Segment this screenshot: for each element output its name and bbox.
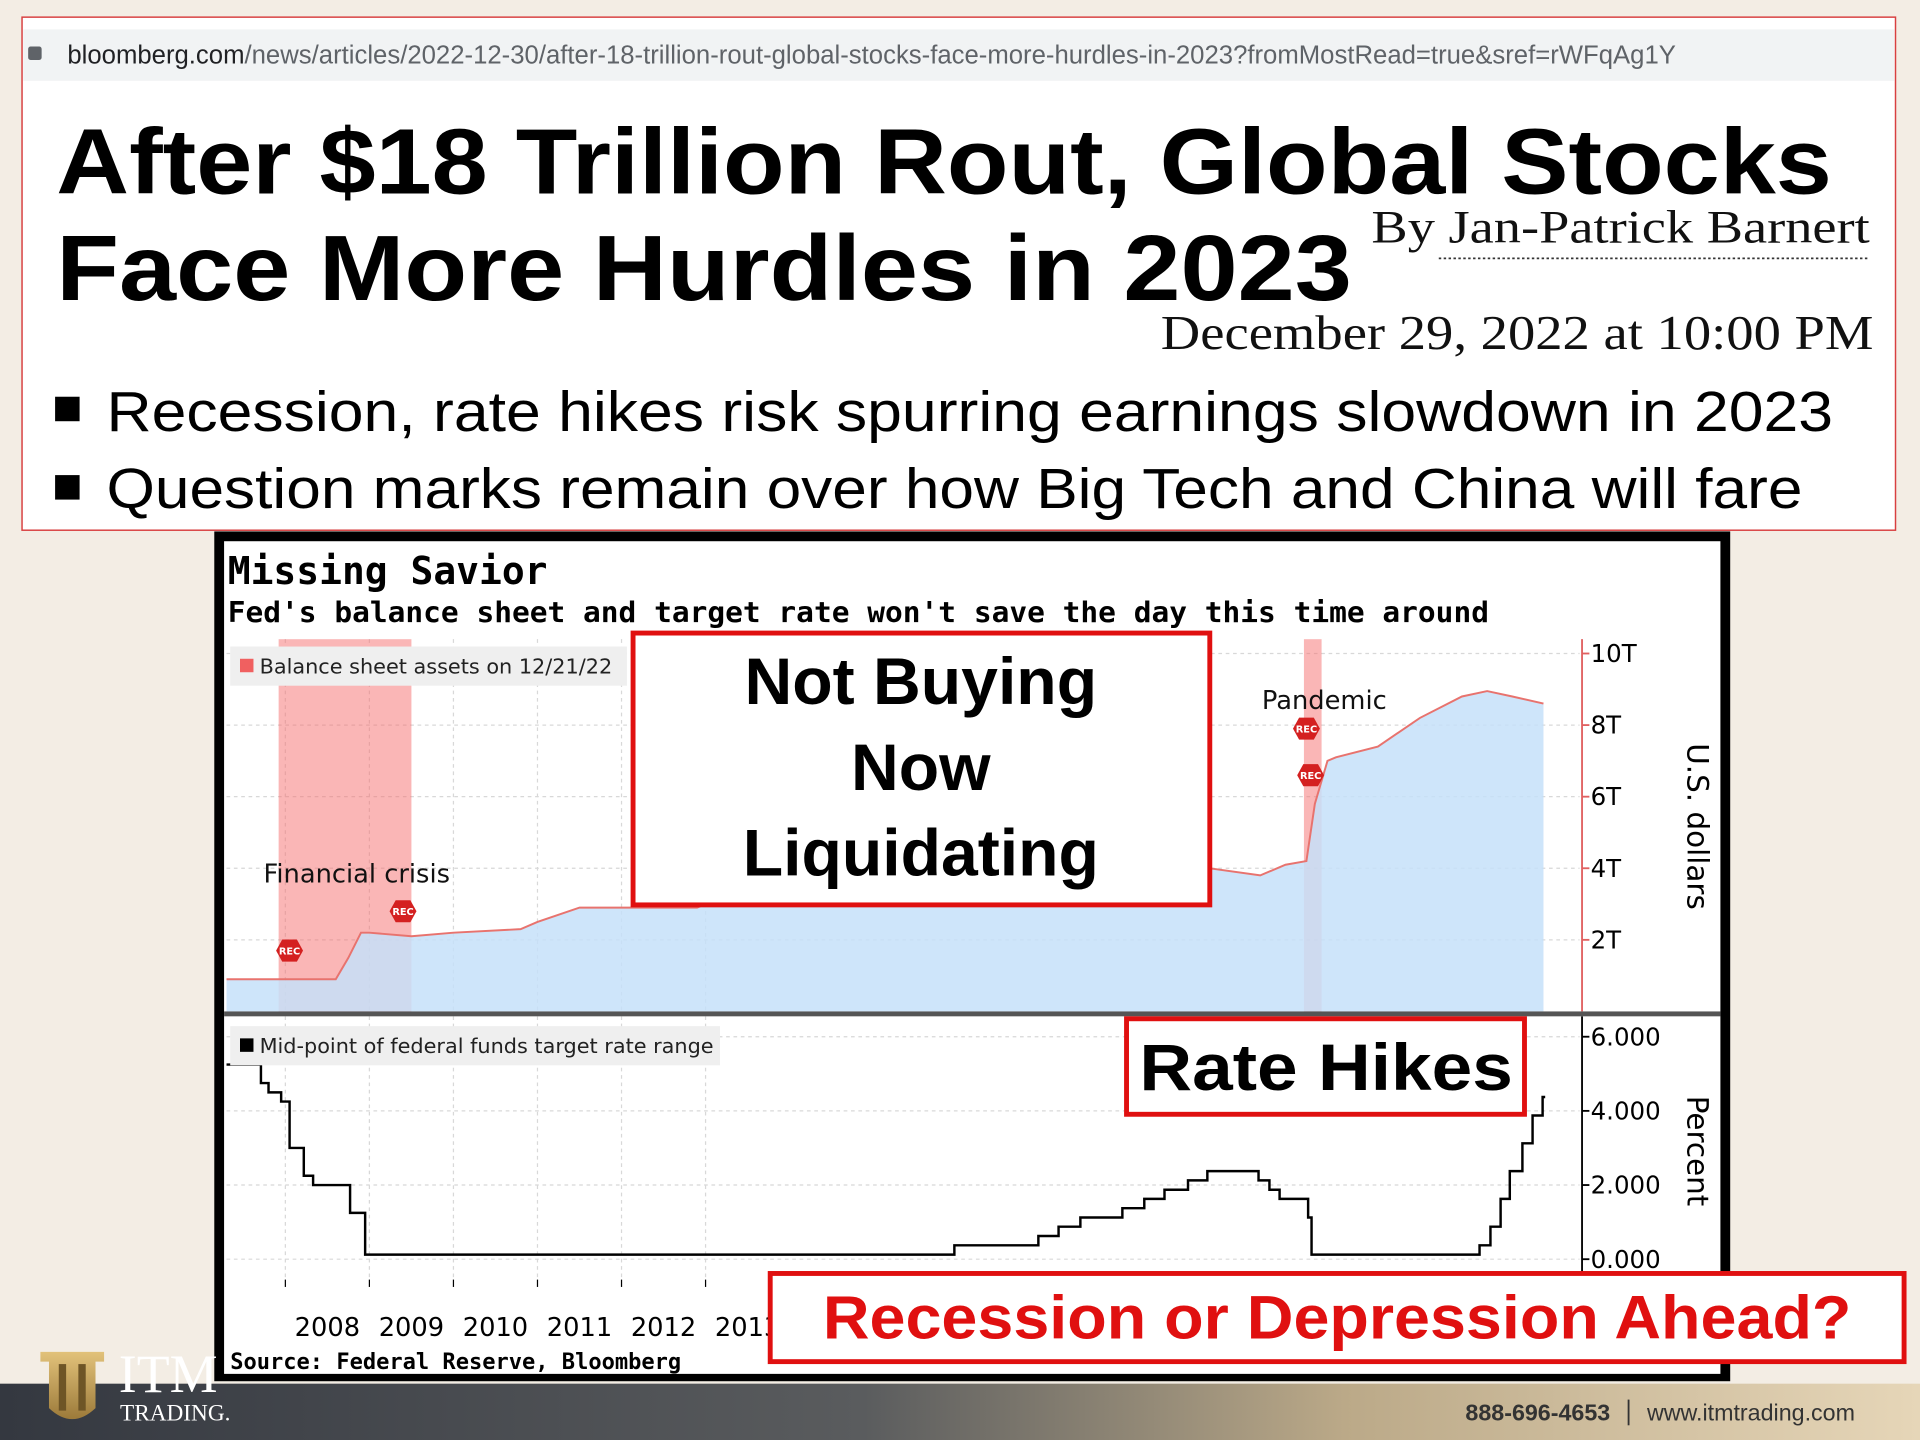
bullet: Question marks remain over how Big Tech … [107,457,1803,520]
y-axis-label: Percent [1680,1096,1714,1207]
y-tick-label: 2T [1591,925,1623,954]
logo-emblem-detail [78,1364,86,1411]
rec-marker [1292,717,1320,740]
x-tick-label: 2011 [547,1313,612,1343]
logo-name: ITM [119,1344,218,1404]
rec-marker-label: REC [1296,724,1317,735]
legend-box [230,1026,720,1066]
x-tick-label: 2009 [379,1313,444,1343]
y-axis-label: U.S. dollars [1680,743,1714,909]
callout-text: Now [851,731,991,805]
bullet-square [55,396,80,422]
line [226,1063,1546,1256]
annotation: Pandemic [1262,686,1387,716]
callout-box [630,630,1213,908]
url-path: /news/articles/2022-12-30/after-18-trill… [245,42,1676,70]
rec-marker [276,939,304,962]
y-tick-label: 4.000 [1591,1096,1661,1125]
panel-separator [224,1011,1721,1017]
annotation: Financial crisis [264,860,450,890]
bullet-square [55,475,80,500]
y-tick-label: 6.000 [1591,1022,1661,1051]
rec-marker [1297,764,1325,787]
url-bar [23,29,1895,81]
byline[interactable]: By Jan-Patrick Barnert [1371,202,1869,253]
legend-label: Mid-point of federal funds target rate r… [260,1034,714,1058]
callout-text: Recession or Depression Ahead? [823,1283,1852,1351]
lock-icon [28,46,42,60]
legend-label: Balance sheet assets on 12/21/22 [260,654,613,678]
url-domain: bloomberg.com [67,42,244,70]
callout-box [1124,1016,1527,1117]
y-tick-label: 6T [1591,782,1623,811]
y-tick-label: 10T [1591,639,1638,668]
x-tick-label: 2008 [295,1313,360,1343]
headline-line: After $18 Trillion Rout, Global Stocks [56,109,1832,213]
website[interactable]: www.itmtrading.com [1646,1399,1855,1425]
rec-marker-label: REC [279,946,300,957]
x-tick-label: 2012 [631,1313,696,1343]
y-tick-label: 4T [1591,854,1623,883]
legend-swatch [240,1038,254,1052]
logo-emblem [40,1351,105,1420]
legend-swatch [240,658,254,673]
y-tick-label: 0.000 [1591,1245,1661,1274]
footer-bar [0,1383,1920,1440]
url[interactable]: bloomberg.com/news/articles/2022-12-30/a… [67,42,1676,70]
source: Source: Federal Reserve, Bloomberg [230,1350,681,1375]
phone: 888-696-4653 [1465,1399,1610,1425]
chart-subtitle: Fed's balance sheet and target rate won'… [228,596,1489,629]
callout-text: Rate Hikes [1139,1031,1512,1105]
date: December 29, 2022 at 10:00 PM [1161,305,1874,360]
article-card [21,16,1897,531]
chart-title: Missing Savior [228,549,548,593]
callout-text: Not Buying [745,645,1098,719]
callout-text: Liquidating [743,817,1099,891]
legend-box [230,646,627,686]
y-tick-label: 2.000 [1591,1171,1661,1200]
logo-sub: TRADING. [120,1400,230,1426]
rec-marker-label: REC [392,907,413,918]
rec-marker [389,900,417,923]
x-tick-label: 2010 [463,1313,528,1343]
y-tick-label: 8T [1591,711,1623,740]
rec-marker-label: REC [1300,771,1321,782]
bullet: Recession, rate hikes risk spurring earn… [107,380,1834,443]
logo-emblem-detail [58,1364,67,1411]
callout-box [767,1271,1907,1365]
headline-line: Face More Hurdles in 2023 [56,216,1352,320]
